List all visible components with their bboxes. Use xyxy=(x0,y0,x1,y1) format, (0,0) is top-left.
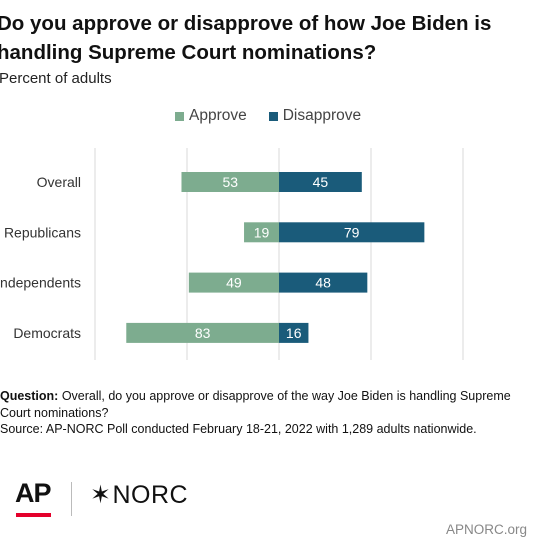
bar-disapprove xyxy=(279,172,362,192)
chart-notes: Question: Overall, do you approve or dis… xyxy=(0,388,540,438)
legend-swatch-disapprove xyxy=(268,111,278,121)
legend-label-disapprove: Disapprove xyxy=(282,107,362,124)
data-label-disapprove: 79 xyxy=(344,224,360,240)
chart-title: Do you approve or disapprove of how Joe … xyxy=(0,12,492,64)
bar-chart: Overall 53 45 Republicans 19 79 Independents 49… xyxy=(0,148,464,360)
bar-disapprove xyxy=(279,322,309,343)
legend-item-disapprove: Disapprove xyxy=(268,107,362,125)
logo-divider xyxy=(71,482,72,516)
data-label-approve: 19 xyxy=(254,224,270,240)
question-note: Question: Overall, do you approve or dis… xyxy=(0,388,540,421)
question-label: Question: xyxy=(0,389,59,403)
bar-approve xyxy=(126,322,279,343)
category-label: Independents xyxy=(0,275,81,291)
bar-approve xyxy=(244,222,279,243)
legend-label-approve: Approve xyxy=(189,107,247,124)
ap-logo: AP xyxy=(15,478,52,508)
bar-disapprove xyxy=(279,272,368,293)
ap-logo-underline xyxy=(16,513,51,517)
data-label-approve: 83 xyxy=(195,325,211,341)
legend-swatch-approve xyxy=(175,111,184,121)
data-label-disapprove: 48 xyxy=(315,275,331,291)
data-label-disapprove: 45 xyxy=(313,174,329,190)
source-note: Source: AP-NORC Poll conducted February … xyxy=(0,422,477,436)
data-label-approve: 49 xyxy=(226,275,242,291)
legend-item-approve: Approve xyxy=(175,107,247,125)
category-label: Overall xyxy=(37,174,81,190)
bar-approve xyxy=(181,172,279,192)
category-label: Democrats xyxy=(13,325,81,341)
category-label: Republicans xyxy=(4,224,81,240)
data-label-approve: 53 xyxy=(222,174,238,190)
question-text: Overall, do you approve or disapprove of… xyxy=(0,389,511,420)
footer-url[interactable]: APNORC.org xyxy=(445,522,527,537)
norc-star-icon: ✶ xyxy=(90,481,112,509)
norc-logo-text: NORC xyxy=(112,481,189,509)
data-label-disapprove: 16 xyxy=(286,325,302,341)
bar-disapprove xyxy=(279,222,425,243)
legend: Approve Disapprove xyxy=(175,106,383,126)
chart-subtitle: Percent of adults xyxy=(0,70,112,87)
norc-logo: ✶NORC xyxy=(90,480,188,510)
bar-approve xyxy=(188,272,279,293)
